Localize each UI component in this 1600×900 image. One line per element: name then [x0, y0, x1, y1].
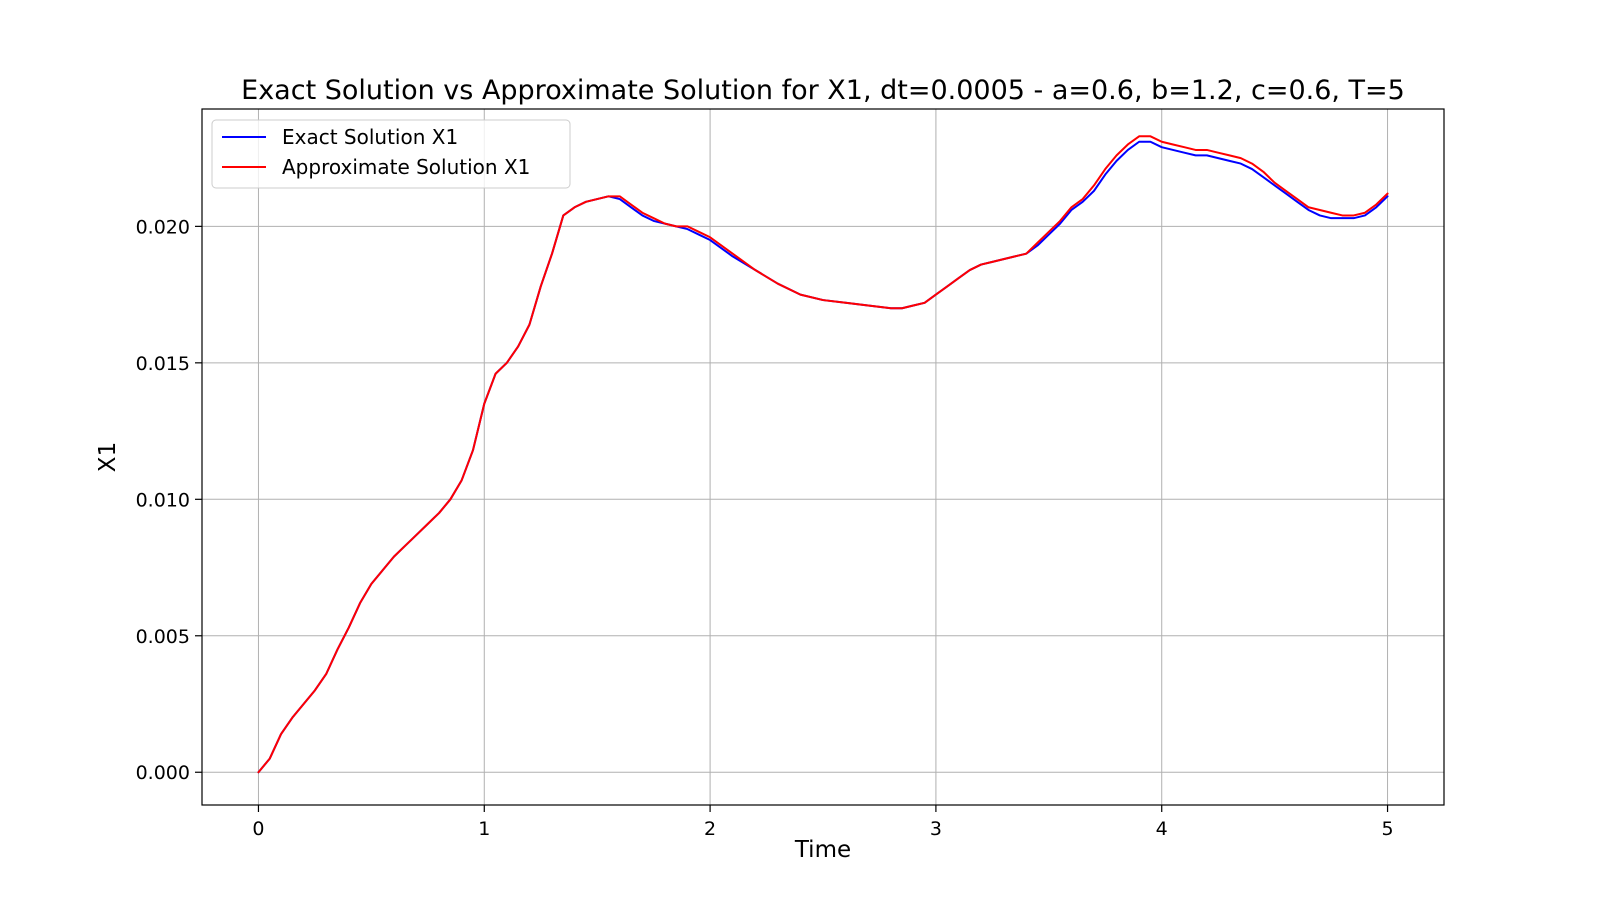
plot-area-frame — [201, 108, 1445, 806]
legend: Exact Solution X1 Approximate Solution X… — [211, 119, 571, 189]
x-tick-label: 2 — [704, 818, 716, 840]
x-tick-label: 5 — [1381, 818, 1393, 840]
x-axis: 0 1 2 3 4 5 — [252, 805, 1394, 840]
x-tick-label: 1 — [478, 818, 490, 840]
y-tick-label: 0.005 — [136, 626, 190, 648]
legend-box — [211, 119, 571, 189]
chart-title: Exact Solution vs Approximate Solution f… — [241, 75, 1405, 106]
y-tick-label: 0.000 — [136, 762, 190, 784]
series-line-approximate-solution — [257, 135, 1389, 774]
x-axis-title: Time — [794, 837, 851, 863]
x-tick-label: 4 — [1156, 818, 1168, 840]
legend-label-approximate: Approximate Solution X1 — [282, 155, 530, 179]
grid — [202, 109, 1444, 805]
y-axis: 0.000 0.005 0.010 0.015 0.020 — [136, 216, 202, 784]
x-tick-label: 0 — [252, 818, 264, 840]
y-tick-label: 0.015 — [136, 353, 190, 375]
series-layer — [257, 135, 1389, 774]
y-tick-label: 0.010 — [136, 489, 190, 511]
y-tick-label: 0.020 — [136, 216, 190, 238]
x-tick-label: 3 — [930, 818, 942, 840]
legend-label-exact: Exact Solution X1 — [282, 125, 458, 149]
y-axis-title: X1 — [95, 442, 121, 472]
